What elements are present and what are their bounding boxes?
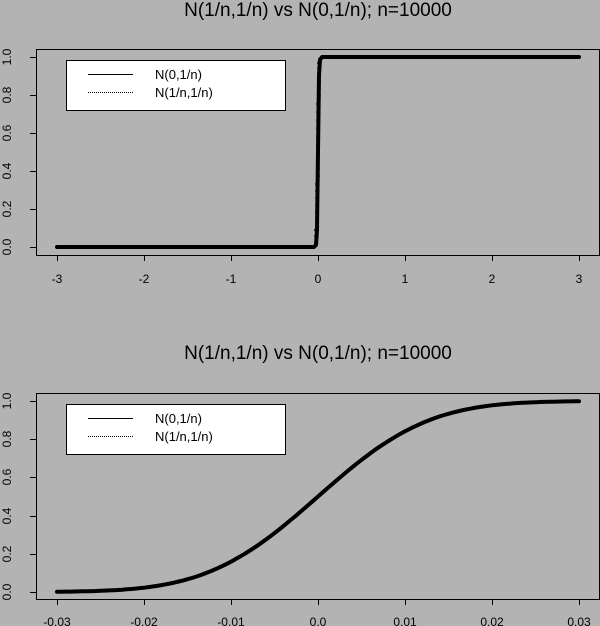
y-tick-label: 0.6	[0, 124, 14, 141]
bottom-x-tick-labels: -0.03 -0.02 -0.01 0.0 0.01 0.02 0.03	[43, 615, 591, 626]
y-tick-label: 0.4	[0, 162, 14, 179]
bottom-plot-title: N(1/n,1/n) vs N(0,1/n); n=10000	[184, 343, 452, 364]
x-tick-label: 0.01	[393, 615, 417, 626]
legend-label: N(0,1/n)	[155, 411, 202, 426]
y-tick-label: 0.6	[0, 468, 14, 485]
y-tick-label: 1.0	[0, 392, 14, 409]
y-tick-label: 0.2	[0, 545, 14, 562]
x-tick-label: 0	[315, 272, 322, 286]
x-tick-label: -0.02	[130, 615, 158, 626]
bottom-y-axis	[30, 401, 36, 593]
x-tick-label: -3	[52, 272, 63, 286]
x-tick-label: -1	[226, 272, 237, 286]
x-tick-label: 2	[489, 272, 496, 286]
legend-label: N(1/n,1/n)	[155, 85, 213, 100]
x-tick-label: 0.02	[480, 615, 504, 626]
bottom-legend: N(0,1/n) N(1/n,1/n)	[66, 404, 286, 455]
x-tick-label: -0.03	[43, 615, 71, 626]
x-tick-label: -0.01	[217, 615, 245, 626]
x-tick-label: 0.03	[567, 615, 591, 626]
top-legend: N(0,1/n) N(1/n,1/n)	[66, 60, 286, 111]
x-tick-label: 1	[402, 272, 409, 286]
y-tick-label: 0.8	[0, 86, 14, 103]
series-points-n1n	[314, 57, 322, 244]
legend-label: N(0,1/n)	[155, 67, 202, 82]
bottom-plot: N(1/n,1/n) vs N(0,1/n); n=10000 0.0 0.2 …	[0, 343, 600, 626]
top-plot-title: N(1/n,1/n) vs N(0,1/n); n=10000	[184, 0, 452, 21]
top-plot: N(1/n,1/n) vs N(0,1/n); n=10000 0.0 0.2 …	[0, 0, 600, 286]
legend-label: N(1/n,1/n)	[155, 429, 213, 444]
x-tick-label: 3	[576, 272, 583, 286]
y-tick-label: 1.0	[0, 48, 14, 65]
series-line-n0	[55, 399, 581, 594]
y-tick-label: 0.0	[0, 238, 14, 255]
bottom-series	[55, 399, 581, 594]
y-tick-label: 0.8	[0, 430, 14, 447]
bottom-x-axis	[57, 599, 580, 605]
top-y-axis	[30, 57, 36, 248]
x-tick-label: 0.0	[310, 615, 327, 626]
legend-box	[66, 404, 286, 455]
x-tick-label: -2	[139, 272, 150, 286]
y-tick-label: 0.2	[0, 200, 14, 217]
top-x-tick-labels: -3 -2 -1 0 1 2 3	[52, 272, 583, 286]
top-y-tick-labels: 0.0 0.2 0.4 0.6 0.8 1.0	[0, 48, 14, 255]
top-x-axis	[57, 255, 580, 261]
legend-box	[66, 60, 286, 111]
bottom-y-tick-labels: 0.0 0.2 0.4 0.6 0.8 1.0	[0, 392, 14, 600]
y-tick-label: 0.0	[0, 583, 14, 600]
top-series	[55, 55, 581, 249]
y-tick-label: 0.4	[0, 507, 14, 524]
